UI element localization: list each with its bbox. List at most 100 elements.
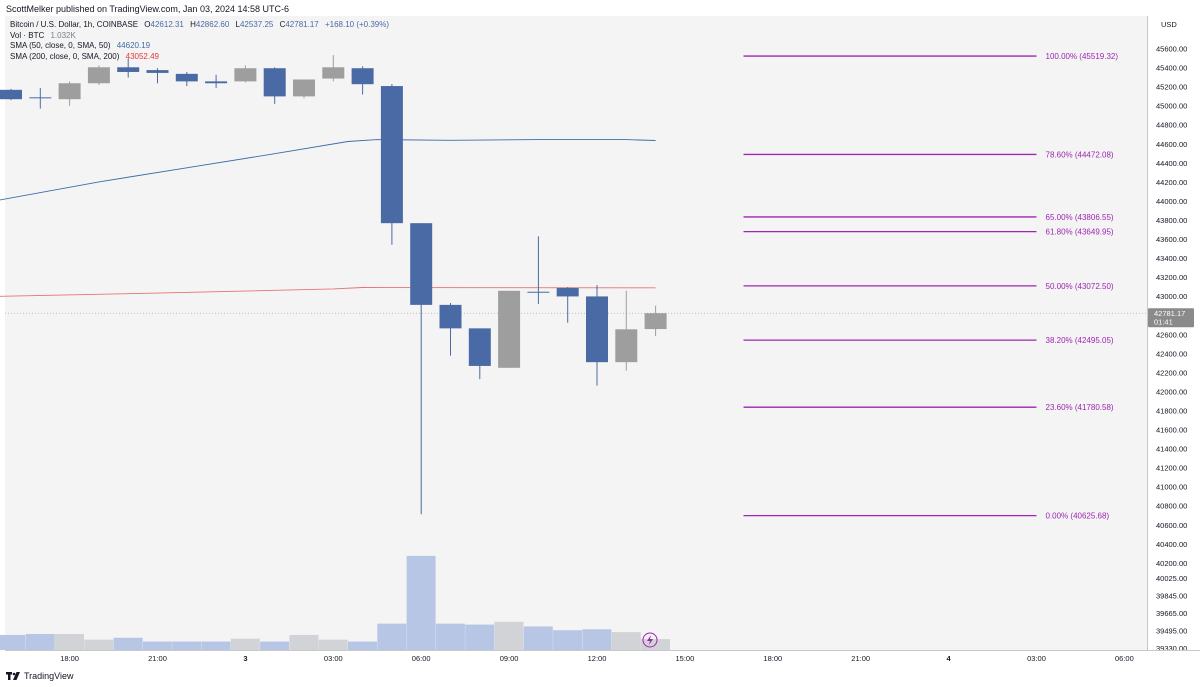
price-tick-label: 43600.00	[1156, 235, 1187, 244]
candle-body	[58, 83, 81, 100]
candle-body	[527, 291, 550, 293]
chart-widgets	[642, 632, 658, 648]
plot-area[interactable]	[5, 16, 1147, 650]
price-tick-label: 40200.00	[1156, 559, 1187, 568]
candle-body	[234, 68, 257, 82]
price-tick-label: 45600.00	[1156, 45, 1187, 54]
candle-body	[205, 81, 228, 84]
candle-body	[644, 313, 667, 330]
time-tick-label: 21:00	[148, 654, 167, 663]
open-label: O	[144, 20, 151, 29]
close-value: 42781.17	[285, 20, 319, 29]
volume-bar	[172, 641, 202, 650]
price-tick-label: 45400.00	[1156, 64, 1187, 73]
last-price-tag	[1148, 308, 1194, 328]
symbol-name[interactable]: Bitcoin / U.S. Dollar, 1h, COINBASE	[10, 20, 139, 29]
price-tick-label: 40800.00	[1156, 502, 1187, 511]
price-tick-label: 41200.00	[1156, 464, 1187, 473]
publisher-caption: ScottMelker published on TradingView.com…	[6, 4, 289, 14]
price-tick-label: 45000.00	[1156, 102, 1187, 111]
candle-body	[615, 329, 638, 363]
price-tick-label: 45200.00	[1156, 83, 1187, 92]
price-tick-label: 44200.00	[1156, 178, 1187, 187]
volume-bar	[377, 623, 407, 650]
sma50-value: 44620.19	[116, 41, 151, 50]
candle-body	[556, 287, 579, 297]
tradingview-logo-icon	[6, 672, 20, 680]
volume-bar	[84, 639, 114, 650]
volume-bar	[435, 623, 465, 650]
candle-body	[498, 290, 521, 368]
price-tick-label: 44600.00	[1156, 140, 1187, 149]
time-tick-label: 03:00	[1027, 654, 1046, 663]
price-tick-label: 41000.00	[1156, 483, 1187, 492]
time-tick-label: 03:00	[324, 654, 343, 663]
price-tick-label: 39495.00	[1156, 627, 1187, 636]
volume-bar	[523, 626, 553, 650]
sma200-line	[0, 287, 656, 297]
candle-body	[29, 97, 52, 99]
sma50-label: SMA (50, close, 0, SMA, 50)	[10, 41, 111, 50]
sma50-line	[0, 139, 656, 201]
time-tick-label: 18:00	[763, 654, 782, 663]
volume-bar	[142, 641, 172, 650]
candle-body	[351, 68, 374, 85]
price-axis: USD 45600.00 45400.00 45200.00 45000.00 44800…	[1147, 16, 1187, 653]
volume-bar	[553, 630, 583, 650]
time-tick-label: 3	[243, 654, 247, 663]
fib-level-label: 65.00% (43806.55)	[1046, 213, 1114, 222]
volume-bars	[0, 555, 670, 650]
candle-body	[117, 67, 140, 72]
footer-brand[interactable]: TradingView	[6, 671, 74, 681]
time-tick-label: 06:00	[1115, 654, 1134, 663]
time-tick-label: 06:00	[412, 654, 431, 663]
lightning-icon[interactable]	[642, 632, 658, 648]
time-tick-label: 12:00	[588, 654, 607, 663]
candle-body	[87, 67, 110, 84]
volume-bar	[113, 637, 143, 650]
change-value: +168.10 (+0.39%)	[324, 20, 390, 29]
lightning-icon-glyph	[647, 635, 653, 645]
volume-bar	[55, 634, 84, 650]
bar-countdown: 01:41	[1154, 318, 1173, 327]
legend-symbol-row: Bitcoin / U.S. Dollar, 1h, COINBASE O426…	[10, 20, 389, 31]
fib-level-label: 100.00% (45519.32)	[1046, 52, 1119, 61]
footer-brand-text: TradingView	[24, 671, 74, 681]
candle-body	[322, 67, 345, 79]
legend-volume-row[interactable]: Vol · BTC 1.032K	[10, 31, 389, 42]
price-tick-label: 42200.00	[1156, 368, 1187, 377]
price-tick-label: 41400.00	[1156, 445, 1187, 454]
fib-level-label: 23.60% (41780.58)	[1046, 403, 1114, 412]
fib-level-label: 38.20% (42495.05)	[1046, 336, 1114, 345]
price-tick-label: 44400.00	[1156, 159, 1187, 168]
price-tick-label: 40400.00	[1156, 540, 1187, 549]
price-tick-label: 41600.00	[1156, 426, 1187, 435]
fib-level-label: 0.00% (40625.68)	[1046, 512, 1110, 521]
fib-level-label: 78.60% (44472.08)	[1046, 150, 1114, 159]
price-tick-label: 41800.00	[1156, 406, 1187, 415]
volume-bar	[201, 641, 231, 650]
price-tick-label: 40600.00	[1156, 521, 1187, 530]
low-label: L	[235, 20, 240, 29]
candle-body	[263, 68, 286, 97]
price-tick-label: 42000.00	[1156, 387, 1187, 396]
volume-bar	[465, 624, 495, 650]
legend-sma50-row[interactable]: SMA (50, close, 0, SMA, 50) 44620.19	[10, 41, 389, 52]
time-tick-label: 15:00	[676, 654, 695, 663]
candle-body	[0, 89, 22, 100]
high-label: H	[190, 20, 196, 29]
price-tick-label: 43000.00	[1156, 292, 1187, 301]
sma200-value: 43052.49	[125, 51, 159, 61]
volume-bar	[230, 638, 260, 650]
high-value: 42862.60	[195, 20, 230, 29]
volume-bar	[0, 634, 26, 650]
fib-level-label: 61.80% (43649.95)	[1046, 228, 1114, 237]
volume-bar	[582, 629, 612, 650]
legend-sma200-row[interactable]: SMA (200, close, 0, SMA, 200) 43052.49	[10, 52, 389, 63]
open-value: 42612.31	[150, 20, 184, 29]
price-tick-label: 43800.00	[1156, 216, 1187, 225]
currency-label: USD	[1161, 20, 1177, 29]
candle-body	[410, 223, 433, 305]
